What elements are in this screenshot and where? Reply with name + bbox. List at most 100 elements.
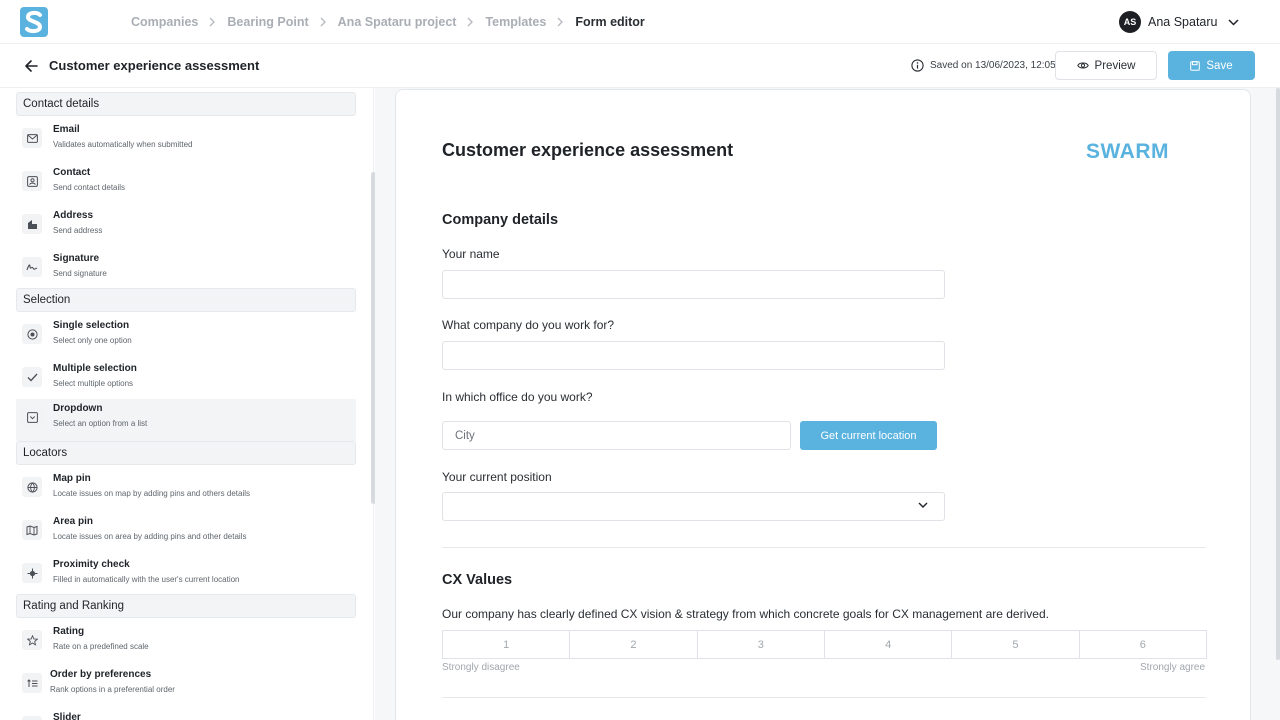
breadcrumb-bearing-point[interactable]: Bearing Point [227, 15, 309, 29]
field-item-label: Proximity check [53, 559, 130, 570]
question-cx-vision: Our company has clearly defined CX visio… [442, 607, 1049, 621]
field-item-label: Order by preferences [50, 669, 152, 680]
rating-option[interactable]: 6 [1078, 630, 1207, 659]
rating-option[interactable]: 3 [696, 630, 825, 659]
rating-scale: 1 2 3 4 5 6 [442, 630, 1207, 659]
save-button[interactable]: Save [1168, 51, 1255, 80]
saved-status: Saved on 13/06/2023, 12:05 [911, 59, 1056, 72]
field-item-label: Dropdown [53, 403, 103, 414]
slider-icon [22, 716, 42, 720]
form-canvas: Customer experience assessment SWARM Com… [375, 88, 1280, 720]
field-item-desc: Rate on a predefined scale [53, 642, 149, 651]
city-input[interactable]: City [442, 421, 791, 450]
field-item-email[interactable]: Email Validates automatically when submi… [16, 120, 356, 162]
field-item-label: Map pin [53, 473, 91, 484]
rating-option[interactable]: 2 [569, 630, 698, 659]
field-item-signature[interactable]: Signature Send signature [16, 249, 356, 291]
breadcrumb-form-editor: Form editor [575, 15, 645, 29]
editor-header: Customer experience assessment Saved on … [0, 44, 1280, 88]
user-menu[interactable]: AS Ana Spataru [1119, 11, 1239, 33]
back-arrow-icon[interactable] [22, 57, 40, 75]
field-item-dropdown[interactable]: Dropdown Select an option from a list [16, 399, 356, 441]
question-office: In which office do you work? [442, 390, 593, 404]
dropdown-icon [22, 407, 42, 427]
chevron-right-icon [557, 17, 564, 27]
scale-high-label: Strongly agree [1140, 662, 1206, 673]
field-item-label: Area pin [53, 516, 94, 527]
field-item-order-by-preferences[interactable]: Order by preferences Rank options in a p… [16, 665, 356, 707]
field-item-label: Slider [53, 712, 81, 720]
field-item-desc: Validates automatically when submitted [53, 140, 193, 149]
section-divider [442, 547, 1206, 548]
area-map-icon [22, 520, 42, 540]
section-rating-ranking: Rating and Ranking [16, 594, 356, 618]
field-item-desc: Select an option from a list [53, 419, 148, 428]
star-icon [22, 630, 42, 650]
question-position: Your current position [442, 470, 552, 484]
field-item-desc: Send address [53, 226, 103, 235]
field-item-multiple-selection[interactable]: Multiple selection Select multiple optio… [16, 359, 356, 401]
section-contact-details: Contact details [16, 92, 356, 116]
breadcrumb: Companies Bearing Point Ana Spataru proj… [131, 0, 645, 44]
breadcrumb-project[interactable]: Ana Spataru project [337, 15, 457, 29]
save-label: Save [1206, 59, 1233, 72]
contact-card-icon [22, 171, 42, 191]
field-item-desc: Send contact details [53, 183, 126, 192]
sort-icon [22, 673, 42, 693]
preview-button[interactable]: Preview [1055, 51, 1157, 80]
crosshair-icon [22, 563, 42, 583]
field-item-label: Address [53, 210, 94, 221]
sidebar-scrollbar[interactable] [371, 172, 376, 504]
chevron-right-icon [209, 17, 216, 27]
question-company: What company do you work for? [442, 318, 615, 332]
chevron-down-icon[interactable] [1227, 18, 1239, 26]
building-icon [22, 214, 42, 234]
field-item-label: Contact [53, 167, 91, 178]
breadcrumb-companies[interactable]: Companies [131, 15, 199, 29]
section-locators: Locators [16, 441, 356, 465]
field-item-desc: Select only one option [53, 336, 132, 345]
position-select[interactable] [442, 492, 945, 521]
city-placeholder: City [455, 429, 475, 442]
field-item-label: Email [53, 124, 80, 135]
eye-icon [1076, 62, 1089, 69]
breadcrumb-templates[interactable]: Templates [485, 15, 547, 29]
top-bar: Companies Bearing Point Ana Spataru proj… [0, 0, 1280, 44]
form-card: Customer experience assessment SWARM Com… [395, 89, 1251, 720]
field-item-address[interactable]: Address Send address [16, 206, 356, 248]
section-selection: Selection [16, 288, 356, 312]
section-heading-company-details: Company details [442, 212, 559, 228]
field-item-area-pin[interactable]: Area pin Locate issues on area by adding… [16, 512, 356, 554]
field-item-contact[interactable]: Contact Send contact details [16, 163, 356, 205]
rating-option[interactable]: 5 [951, 630, 1080, 659]
your-name-input[interactable] [442, 270, 945, 299]
field-item-single-selection[interactable]: Single selection Select only one option [16, 316, 356, 358]
info-icon [911, 59, 924, 72]
mail-icon [22, 128, 42, 148]
company-input[interactable] [442, 341, 945, 370]
signature-icon [22, 257, 42, 277]
swarm-logo-icon[interactable] [20, 7, 48, 37]
field-item-proximity-check[interactable]: Proximity check Filled in automatically … [16, 555, 356, 597]
rating-option[interactable]: 1 [442, 630, 571, 659]
section-divider [442, 697, 1206, 698]
chevron-right-icon [467, 17, 474, 27]
field-item-desc: Select multiple options [53, 379, 134, 388]
field-item-slider[interactable]: Slider [16, 708, 356, 720]
brand-logo: SWARM [1086, 140, 1169, 163]
preview-label: Preview [1094, 59, 1136, 72]
field-item-desc: Rank options in a preferential order [50, 685, 175, 694]
field-item-label: Single selection [53, 320, 130, 331]
field-item-rating[interactable]: Rating Rate on a predefined scale [16, 622, 356, 664]
field-item-map-pin[interactable]: Map pin Locate issues on map by adding p… [16, 469, 356, 511]
get-current-location-button[interactable]: Get current location [800, 421, 937, 450]
avatar: AS [1119, 11, 1141, 33]
chevron-right-icon [320, 17, 327, 27]
globe-icon [22, 477, 42, 497]
radio-icon [22, 324, 42, 344]
field-item-desc: Locate issues on map by adding pins and … [53, 489, 251, 498]
rating-option[interactable]: 4 [823, 630, 953, 659]
page-title: Customer experience assessment [49, 58, 260, 73]
page-scrollbar[interactable] [1276, 88, 1280, 660]
field-item-desc: Filled in automatically with the user's … [53, 575, 240, 584]
